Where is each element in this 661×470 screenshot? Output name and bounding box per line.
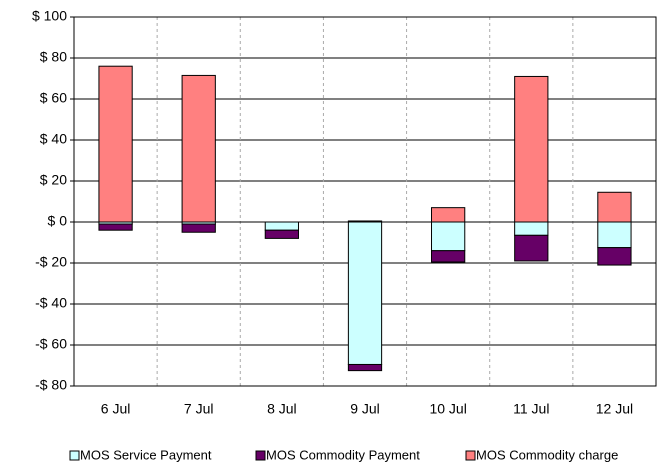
bar-segment — [264, 229, 299, 239]
x-tick-label: 9 Jul — [350, 401, 380, 417]
legend-label: MOS Service Payment — [80, 447, 212, 462]
x-tick-label: 11 Jul — [513, 401, 549, 417]
y-tick-label: $ 80 — [40, 49, 67, 65]
bar-segment — [514, 221, 549, 236]
legend-swatch — [255, 450, 266, 461]
bar-segment — [347, 363, 383, 372]
legend-item: MOS Service Payment — [69, 447, 212, 462]
plot-frame — [73, 16, 657, 387]
y-tick-label: -$ 60 — [35, 336, 67, 352]
bar-segment — [347, 220, 383, 223]
legend-label: MOS Commodity Payment — [266, 447, 420, 462]
bar-segment — [264, 221, 299, 231]
y-tick-label: -$ 80 — [35, 377, 67, 393]
y-tick-label: -$ 40 — [35, 295, 67, 311]
bar-segment — [347, 221, 383, 365]
x-tick-label: 12 Jul — [596, 401, 633, 417]
bar-segment — [514, 75, 549, 223]
bar-segment — [514, 234, 549, 262]
bar-segment — [181, 74, 216, 223]
legend-swatch — [69, 450, 80, 461]
legend-swatch — [465, 450, 476, 461]
bar-segment — [597, 221, 632, 249]
bar-segment — [597, 191, 632, 223]
x-tick-label: 7 Jul — [184, 401, 214, 417]
y-tick-label: $ 20 — [40, 172, 67, 188]
bar-segment — [98, 223, 133, 231]
x-tick-label: 6 Jul — [101, 401, 131, 417]
legend-item: MOS Commodity Payment — [255, 447, 420, 462]
legend-label: MOS Commodity charge — [476, 447, 618, 462]
y-tick-label: $ 100 — [32, 8, 67, 24]
bar-segment — [98, 65, 133, 223]
bar-segment — [181, 223, 216, 233]
y-tick-label: $ 0 — [48, 213, 68, 229]
bar-segment — [597, 247, 632, 266]
y-tick-label: -$ 20 — [35, 254, 67, 270]
bar-segment — [431, 250, 466, 263]
y-tick-label: $ 60 — [40, 90, 67, 106]
x-tick-label: 10 Jul — [429, 401, 466, 417]
bar-segment — [431, 221, 466, 252]
y-tick-label: $ 40 — [40, 131, 67, 147]
legend-item: MOS Commodity charge — [465, 447, 618, 462]
x-tick-label: 8 Jul — [267, 401, 297, 417]
bar-segment — [431, 207, 466, 223]
